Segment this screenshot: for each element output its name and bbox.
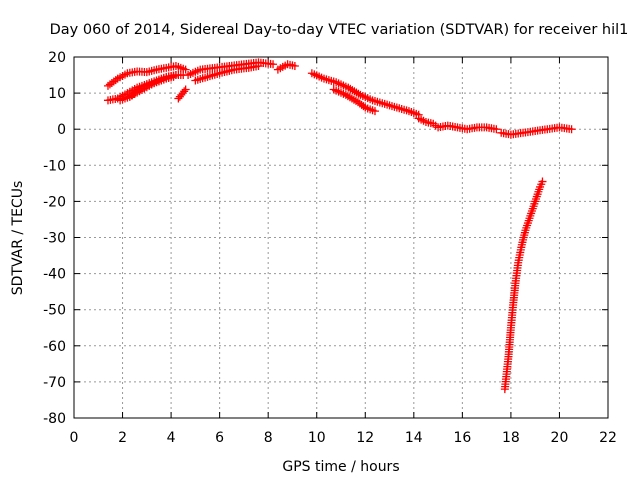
series-arc-5 xyxy=(174,85,190,103)
x-axis-label: GPS time / hours xyxy=(282,459,399,475)
x-tick-label: 8 xyxy=(264,430,273,446)
grid xyxy=(74,57,608,418)
data-point xyxy=(269,60,278,69)
data-point xyxy=(538,177,547,186)
series-arc-1 xyxy=(103,62,190,90)
data-point xyxy=(131,88,140,97)
series-arc-11 xyxy=(414,114,501,134)
x-tick-label: 12 xyxy=(356,430,374,446)
x-tick-label: 20 xyxy=(551,430,569,446)
data-point xyxy=(181,65,190,74)
y-tick-label: -50 xyxy=(43,303,66,319)
series-arc-8 xyxy=(273,60,299,74)
data-point xyxy=(290,62,299,71)
series-arc-4 xyxy=(125,72,178,101)
x-tick-label: 14 xyxy=(405,430,423,446)
data-point xyxy=(111,76,120,85)
data-points xyxy=(103,58,576,394)
data-point xyxy=(370,107,379,116)
x-tick-label: 16 xyxy=(453,430,471,446)
x-tick-label: 18 xyxy=(502,430,520,446)
data-point xyxy=(180,87,189,96)
y-tick-label: -40 xyxy=(43,267,66,283)
series-arc-13 xyxy=(500,177,547,394)
x-axis-ticks: 0 2 4 6 8 10 12 14 16 18 20 22 xyxy=(70,57,617,446)
y-tick-label: 20 xyxy=(48,50,66,66)
y-tick-label: 10 xyxy=(48,86,66,102)
plot-border xyxy=(73,56,609,419)
x-tick-label: 10 xyxy=(308,430,326,446)
data-point xyxy=(181,85,190,94)
y-tick-label: -20 xyxy=(43,194,66,210)
x-tick-label: 2 xyxy=(118,430,127,446)
data-point xyxy=(254,62,263,71)
y-tick-label: 0 xyxy=(57,122,66,138)
x-tick-label: 6 xyxy=(215,430,224,446)
y-tick-label: -70 xyxy=(43,375,66,391)
x-tick-label: 0 xyxy=(70,430,79,446)
data-point xyxy=(169,72,178,81)
chart-title: Day 060 of 2014, Sidereal Day-to-day VTE… xyxy=(50,22,629,38)
y-axis-label: SDTVAR / TECUs xyxy=(10,181,26,296)
y-tick-label: -30 xyxy=(43,231,66,247)
y-axis-ticks: 20 10 0 -10 -20 -30 -40 -50 -60 -70 -80 xyxy=(43,50,608,427)
series-arc-10 xyxy=(329,85,379,116)
x-tick-label: 22 xyxy=(599,430,617,446)
series-arc-12 xyxy=(497,123,576,139)
data-point xyxy=(492,125,501,134)
data-point xyxy=(567,125,576,134)
x-tick-label: 4 xyxy=(167,430,176,446)
data-point xyxy=(359,102,368,111)
series-arc-7 xyxy=(191,62,263,85)
y-tick-label: -60 xyxy=(43,339,66,355)
series-arc-9 xyxy=(307,69,423,119)
y-tick-label: -80 xyxy=(43,411,66,427)
y-tick-label: -10 xyxy=(43,158,66,174)
